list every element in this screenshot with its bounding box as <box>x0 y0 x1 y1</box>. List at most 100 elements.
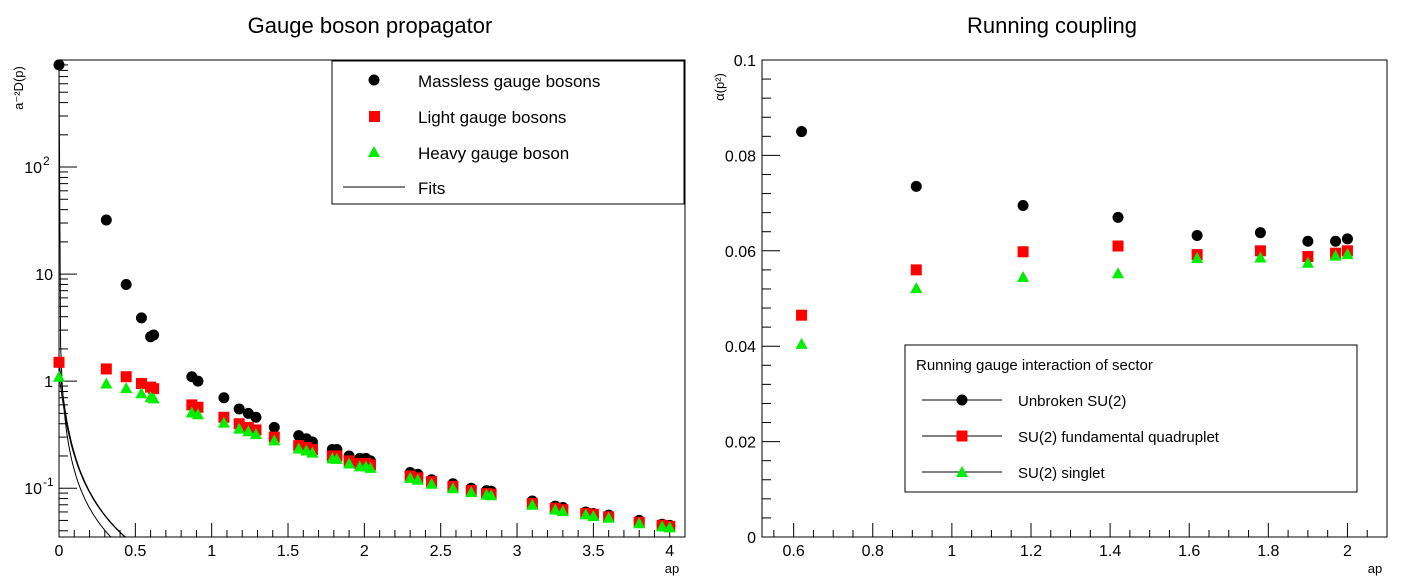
triangle-point <box>465 486 478 498</box>
coupling-legend-box <box>904 344 1358 493</box>
square-point <box>910 264 922 276</box>
circle-point <box>120 278 132 290</box>
triangle-point <box>656 520 669 532</box>
propagator-y-tick-label: 1 <box>44 374 53 391</box>
propagator-x-tick-label: 0.5 <box>124 543 146 560</box>
triangle-point <box>120 382 133 394</box>
legend-label-quadruplet: SU(2) fundamental quadruplet <box>1018 429 1220 446</box>
square-point <box>1017 246 1029 258</box>
triangle-point <box>549 503 562 515</box>
triangle-point <box>526 498 539 510</box>
coupling-y-tick-label: 0.08 <box>725 148 756 165</box>
legend-marker-massless <box>368 74 380 86</box>
propagator-panel: Gauge boson propagator 0 0.5 1 1.5 2 2.5 3 3.5 4… <box>11 13 686 576</box>
legend-label-singlet: SU(2) singlet <box>1018 465 1106 482</box>
triangle-point <box>663 521 676 533</box>
square-point <box>1112 240 1124 252</box>
circle-point <box>135 312 147 324</box>
propagator-fits <box>58 64 685 538</box>
triangle-point <box>343 457 356 469</box>
triangle-point <box>217 416 230 428</box>
coupling-x-tick-label: 1.2 <box>1020 543 1042 560</box>
triangle-point <box>233 422 246 434</box>
coupling-points <box>795 126 1354 349</box>
circle-point <box>250 411 262 423</box>
coupling-legend: Running gauge interaction of sector Unbr… <box>904 344 1358 493</box>
square-point <box>192 401 204 413</box>
triangle-point <box>485 489 498 501</box>
square-point <box>796 309 808 321</box>
square-point <box>53 356 65 368</box>
propagator-y-tick-label: 10 <box>24 481 42 498</box>
triangle-point <box>446 482 459 494</box>
propagator-y-axis-label: a⁻²D(p) <box>11 66 26 110</box>
triangle-point <box>1017 271 1030 283</box>
propagator-x-tick-label: 4 <box>665 543 674 560</box>
legend-marker-light <box>369 111 380 122</box>
triangle-point <box>910 282 923 294</box>
circle-point <box>1254 227 1266 239</box>
coupling-title: Running coupling <box>967 13 1137 38</box>
coupling-x-tick-label: 2 <box>1343 543 1352 560</box>
coupling-x-axis-label: ap <box>1368 561 1382 576</box>
propagator-title: Gauge boson propagator <box>248 13 493 38</box>
propagator-legend-box <box>331 60 685 205</box>
triangle-point <box>292 442 305 454</box>
coupling-panel: Running coupling 0.6 0.8 1 1.2 1.4 1.6 1.8 2 00… <box>712 13 1388 576</box>
propagator-ticks <box>58 59 686 537</box>
propagator-x-tick-label: 1 <box>207 543 216 560</box>
legend-label-unbroken: Unbroken SU(2) <box>1018 393 1126 410</box>
propagator-legend: Massless gauge bosons Light gauge bosons… <box>331 60 685 205</box>
triangle-point <box>425 477 438 489</box>
triangle-point <box>404 471 417 483</box>
triangle-point <box>147 392 160 404</box>
circle-point <box>100 214 112 226</box>
coupling-y-tick-labels: 0 0.02 0.04 0.06 0.08 0.1 <box>725 53 756 547</box>
triangle-point <box>602 511 615 523</box>
propagator-points <box>53 59 676 533</box>
square-point <box>100 363 112 375</box>
propagator-x-tick-labels: 0 0.5 1 1.5 2 2.5 3 3.5 4 <box>55 543 675 560</box>
coupling-legend-title: Running gauge interaction of sector <box>916 357 1153 374</box>
triangle-point <box>1254 251 1267 263</box>
triangle-point <box>364 461 377 473</box>
triangle-point <box>306 446 319 458</box>
coupling-y-tick-label: 0.04 <box>725 339 756 356</box>
triangle-point <box>1341 248 1354 260</box>
triangle-point <box>53 370 65 382</box>
coupling-x-tick-label: 1.8 <box>1257 543 1279 560</box>
fit-curve <box>58 376 685 538</box>
legend-label-massless: Massless gauge bosons <box>418 72 600 91</box>
circle-point <box>796 126 808 138</box>
square-point <box>1254 245 1266 257</box>
propagator-y-tick-label: 10 <box>35 267 53 284</box>
square-point <box>1302 251 1314 263</box>
triangle-point <box>633 517 646 529</box>
propagator-x-tick-label: 2.5 <box>430 543 452 560</box>
legend-label-light: Light gauge bosons <box>418 108 566 127</box>
propagator-x-tick-label: 1.5 <box>277 543 299 560</box>
triangle-point <box>249 428 262 440</box>
coupling-x-tick-label: 1 <box>947 543 956 560</box>
coupling-x-tick-label: 0.6 <box>783 543 805 560</box>
coupling-x-tick-label: 0.8 <box>862 543 884 560</box>
circle-point <box>1017 199 1029 211</box>
legend-marker-heavy <box>368 146 380 157</box>
coupling-x-tick-label: 1.4 <box>1099 543 1121 560</box>
legend-marker-quadruplet <box>956 430 968 442</box>
coupling-x-tick-label: 1.6 <box>1178 543 1200 560</box>
propagator-x-tick-label: 3.5 <box>582 543 604 560</box>
coupling-y-tick-label: 0.02 <box>725 435 756 452</box>
legend-label-fits: Fits <box>418 179 445 198</box>
triangle-point <box>1301 256 1314 268</box>
square-point <box>120 371 132 383</box>
legend-marker-singlet <box>956 466 968 477</box>
circle-point <box>1330 235 1342 247</box>
propagator-x-tick-label: 2 <box>360 543 369 560</box>
triangle-point <box>242 425 255 437</box>
circle-point <box>53 59 65 71</box>
propagator-y-tick-exponent: -1 <box>43 475 54 489</box>
triangle-point <box>556 505 569 517</box>
coupling-y-tick-label: 0.06 <box>725 244 756 261</box>
